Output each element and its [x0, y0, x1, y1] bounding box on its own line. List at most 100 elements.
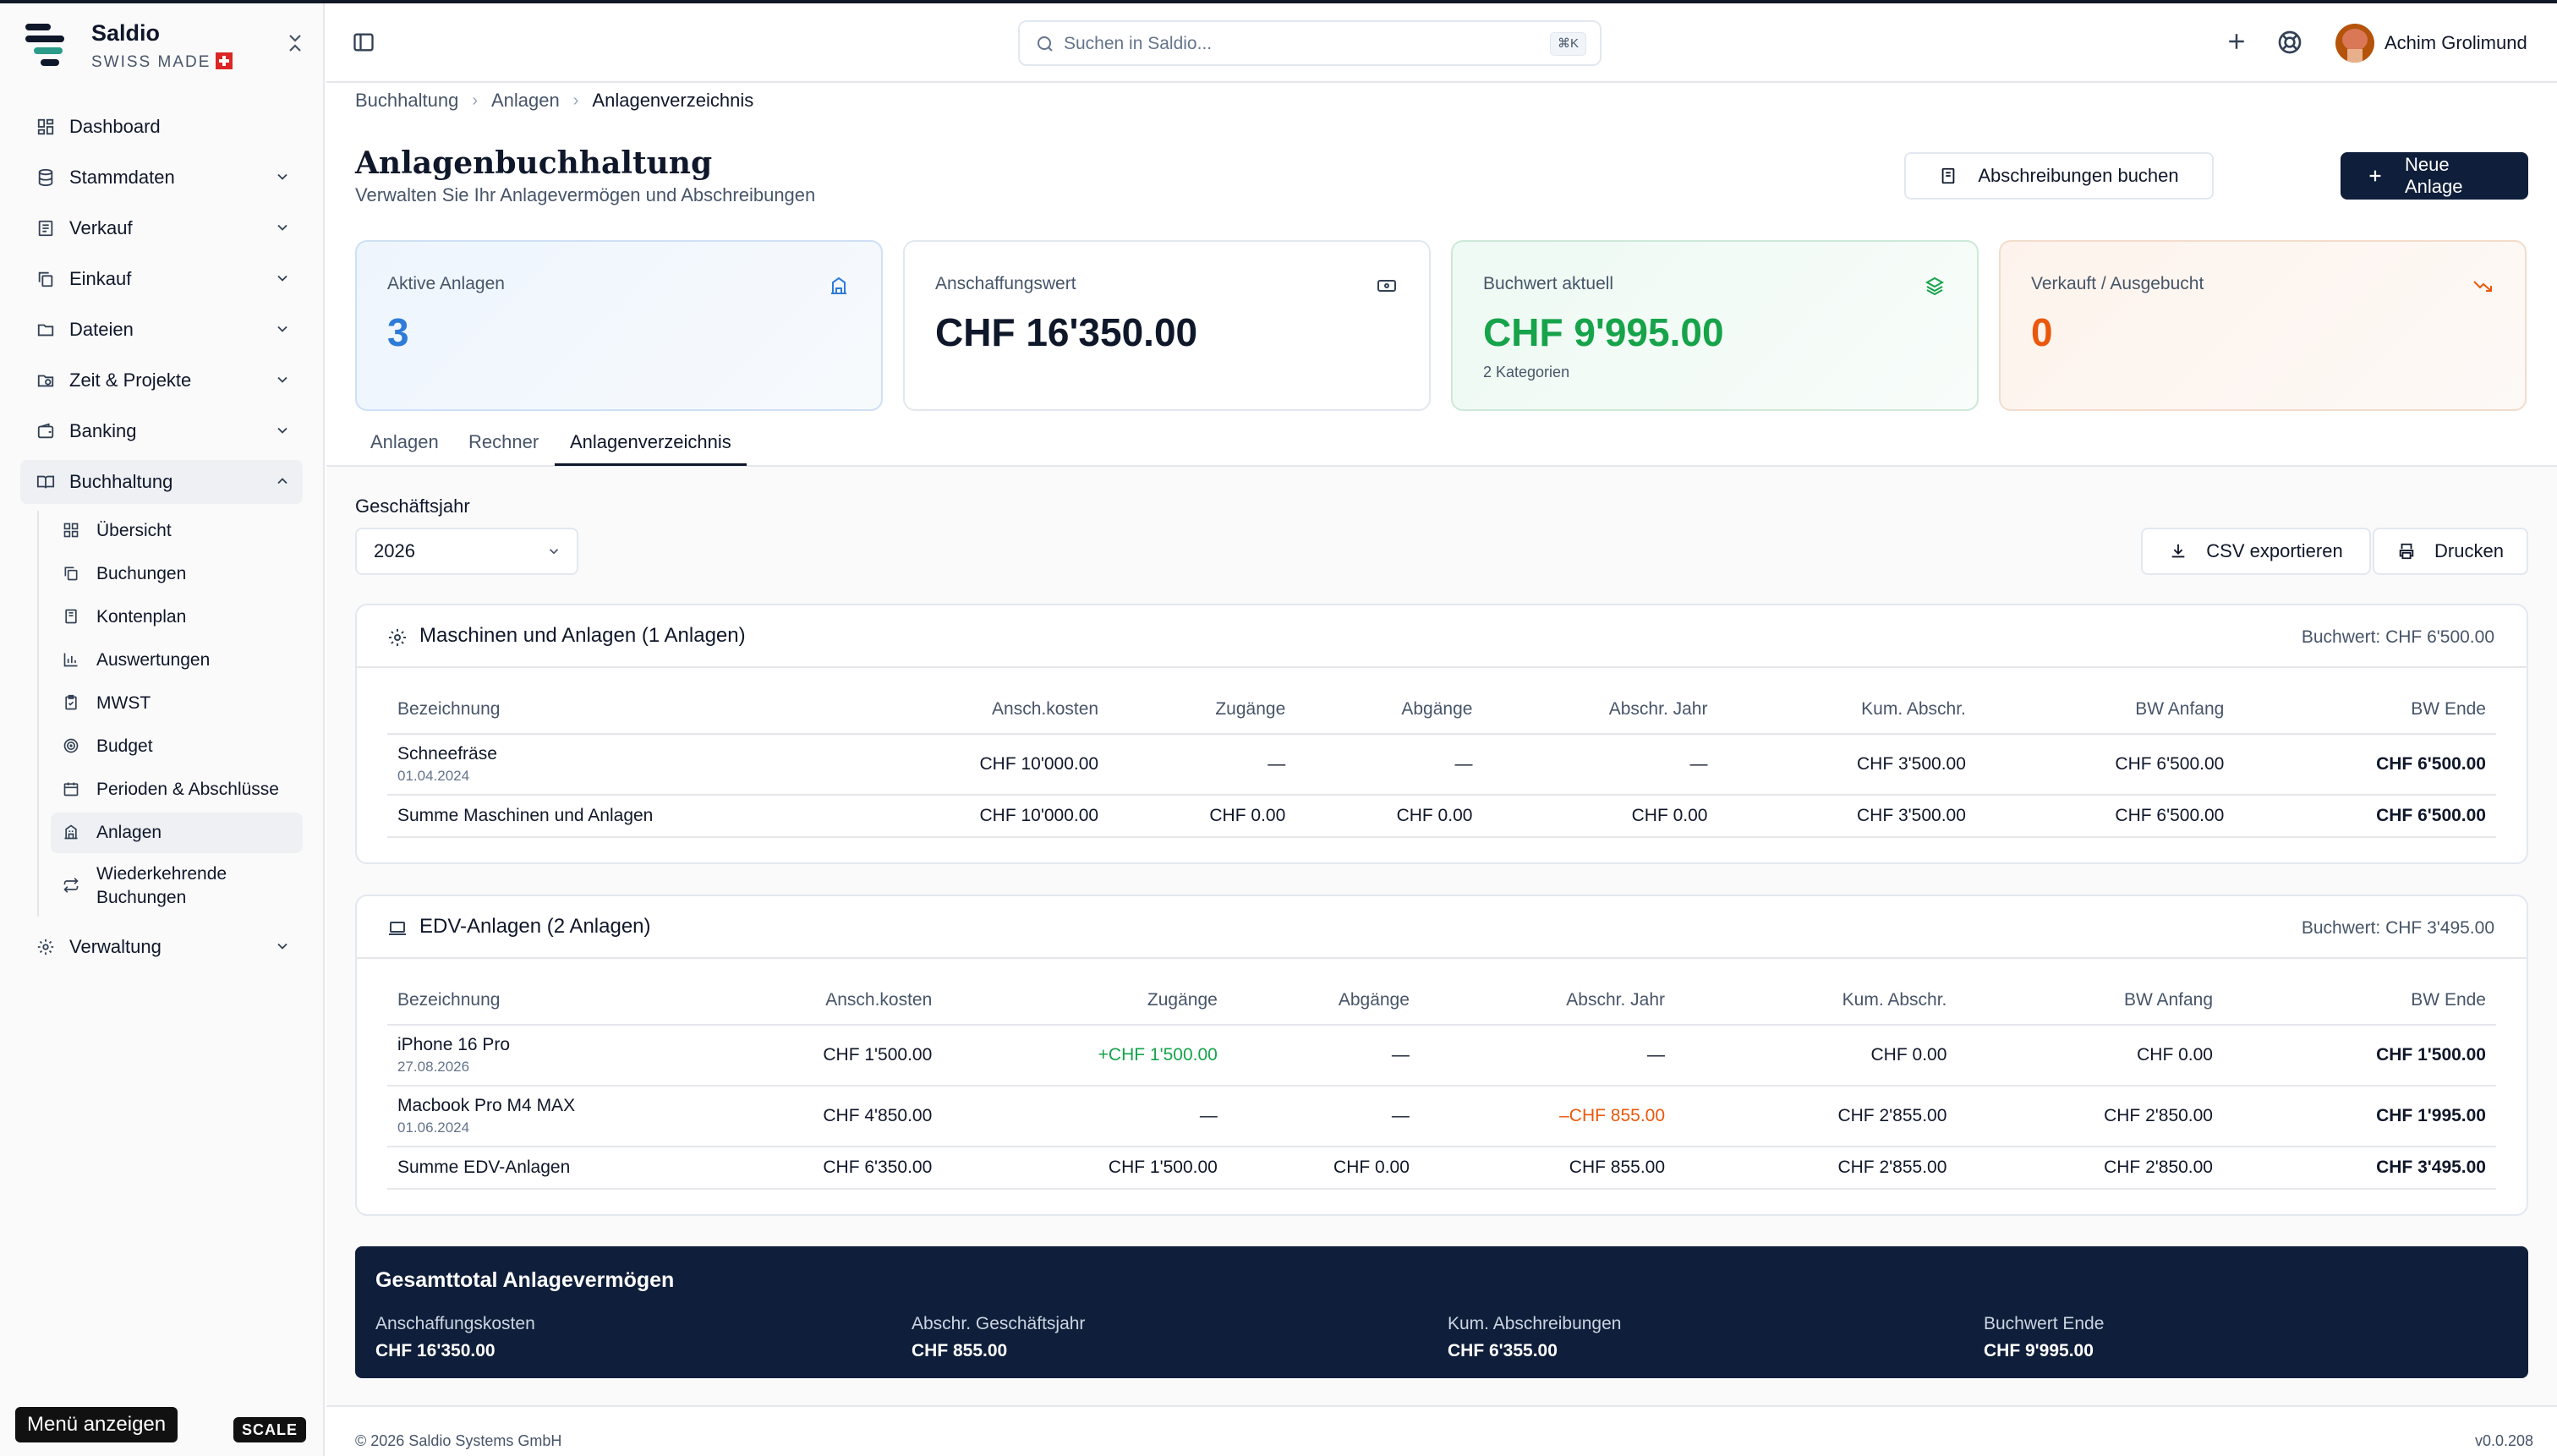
- kpi-label: Buchwert aktuell: [1483, 274, 1614, 293]
- sidebar-subitem-wiederkehrende[interactable]: Wiederkehrende Buchungen: [51, 856, 303, 917]
- column-header[interactable]: Ansch.kosten: [885, 685, 1109, 735]
- user-name[interactable]: Achim Grolimund: [2385, 32, 2527, 53]
- sidebar-subitem-kontenplan[interactable]: Kontenplan: [51, 597, 303, 638]
- calendar-icon: [63, 780, 81, 799]
- cell-depreciation-year: –CHF 855.00: [1419, 1086, 1676, 1147]
- footer: © 2026 Saldio Systems GmbH v0.0.208: [326, 1405, 2557, 1456]
- sidebar-subitem-budget[interactable]: Budget: [51, 726, 303, 767]
- avatar[interactable]: [2335, 24, 2374, 63]
- sidebar-subitem-uebersicht[interactable]: Übersicht: [51, 511, 303, 551]
- sidebar-subitem-perioden[interactable]: Perioden & Abschlüsse: [51, 769, 303, 810]
- asset-date: 01.06.2024: [397, 1119, 470, 1136]
- sidebar-item-zeit-projekte[interactable]: Zeit & Projekte: [20, 359, 303, 402]
- sidebar-item-einkauf[interactable]: Einkauf: [20, 257, 303, 301]
- scale-badge[interactable]: SCALE: [233, 1417, 307, 1442]
- plus-icon[interactable]: [2224, 29, 2249, 54]
- column-header[interactable]: Bezeichnung: [387, 685, 886, 735]
- tab-rechner[interactable]: Rechner: [468, 431, 539, 452]
- book-depreciation-button[interactable]: Abschreibungen buchen: [1904, 152, 2214, 200]
- column-header[interactable]: Zugänge: [942, 976, 1228, 1026]
- column-header[interactable]: BW Ende: [2234, 685, 2496, 735]
- show-menu-button[interactable]: Menü anzeigen: [15, 1407, 178, 1442]
- breadcrumb-item-anlagen[interactable]: Anlagen: [491, 90, 560, 111]
- brand-name: Saldio: [91, 20, 161, 46]
- search-box[interactable]: ⌘K: [1018, 20, 1602, 66]
- table-row[interactable]: Macbook Pro M4 MAX 01.06.2024 CHF 4'850.0…: [387, 1086, 2496, 1147]
- sidebar-item-buchhaltung[interactable]: Buchhaltung: [20, 460, 303, 504]
- total-value: CHF 855.00: [912, 1341, 1008, 1360]
- table-row[interactable]: iPhone 16 Pro 27.08.2026 CHF 1'500.00 +CH…: [387, 1025, 2496, 1087]
- column-header[interactable]: Abgänge: [1227, 976, 1420, 1026]
- grid-icon: [63, 522, 81, 540]
- sum-cumulative-depreciation: CHF 2'855.00: [1675, 1147, 1957, 1190]
- tab-anlagenverzeichnis[interactable]: Anlagenverzeichnis: [555, 431, 747, 466]
- sidebar-toggle-icon[interactable]: [352, 30, 375, 54]
- sidebar-subitem-label: Wiederkehrende Buchungen: [96, 864, 227, 907]
- plus-icon: [2366, 167, 2385, 185]
- asset-category-card: EDV-Anlagen (2 Anlagen) Buchwert: CHF 3'…: [355, 895, 2528, 1216]
- button-label: Neue Anlage: [2405, 154, 2463, 197]
- button-label: Drucken: [2434, 540, 2504, 561]
- sidebar-item-dateien[interactable]: Dateien: [20, 308, 303, 352]
- column-header[interactable]: Kum. Abschr.: [1675, 976, 1957, 1026]
- category-book-value: Buchwert: CHF 6'500.00: [2301, 627, 2494, 647]
- column-header[interactable]: Abschr. Jahr: [1482, 685, 1718, 735]
- sidebar-item-banking[interactable]: Banking: [20, 409, 303, 453]
- chevron-up-icon: [277, 478, 287, 484]
- breadcrumb-item-buchhaltung[interactable]: Buchhaltung: [355, 90, 459, 111]
- sidebar-subitem-anlagen[interactable]: Anlagen: [51, 813, 303, 853]
- column-header[interactable]: BW Ende: [2223, 976, 2496, 1026]
- table-row[interactable]: Schneefräse 01.04.2024 CHF 10'000.00 — — …: [387, 734, 2496, 796]
- collapse-chevrons-icon[interactable]: [286, 32, 304, 58]
- sum-bw-end: CHF 3'495.00: [2223, 1147, 2496, 1190]
- kpi-label: Aktive Anlagen: [387, 274, 505, 293]
- column-header[interactable]: Ansch.kosten: [721, 976, 943, 1026]
- new-asset-button[interactable]: Neue Anlage: [2341, 152, 2528, 200]
- column-header[interactable]: BW Anfang: [1957, 976, 2223, 1026]
- version: v0.0.208: [2474, 1432, 2533, 1449]
- swiss-flag-icon: [216, 52, 233, 69]
- total-label: Anschaffungskosten: [375, 1314, 535, 1333]
- sum-depreciation-year: CHF 855.00: [1419, 1147, 1676, 1190]
- sidebar-item-dashboard[interactable]: Dashboard: [20, 105, 303, 149]
- column-header[interactable]: Bezeichnung: [387, 976, 722, 1026]
- grand-total-title: Gesamttotal Anlagevermögen: [375, 1268, 675, 1292]
- column-header[interactable]: Kum. Abschr.: [1717, 685, 1976, 735]
- sidebar-subitem-auswertungen[interactable]: Auswertungen: [51, 640, 303, 681]
- column-header[interactable]: Zugänge: [1109, 685, 1296, 735]
- csv-export-button[interactable]: CSV exportieren: [2141, 528, 2371, 575]
- fiscal-year-select[interactable]: 2026: [355, 528, 578, 575]
- sidebar-item-stammdaten[interactable]: Stammdaten: [20, 156, 303, 200]
- column-header[interactable]: Abgänge: [1295, 685, 1483, 735]
- column-header[interactable]: Abschr. Jahr: [1419, 976, 1676, 1026]
- wallet-icon: [36, 421, 56, 441]
- search-shortcut: ⌘K: [1549, 32, 1586, 56]
- sidebar-subitem-buchungen[interactable]: Buchungen: [51, 554, 303, 594]
- sidebar-subitem-mwst[interactable]: MWST: [51, 683, 303, 724]
- search-input[interactable]: [1064, 30, 1503, 57]
- sidebar-item-verwaltung[interactable]: Verwaltung: [20, 925, 303, 969]
- sum-disposals: CHF 0.00: [1227, 1147, 1420, 1190]
- sidebar-item-label: Dashboard: [69, 116, 161, 137]
- book-icon: [36, 472, 56, 492]
- total-label: Kum. Abschreibungen: [1448, 1314, 1622, 1333]
- kpi-value: 0: [2031, 310, 2053, 354]
- kpi-sold: Verkauft / Ausgebucht 0: [1999, 240, 2527, 411]
- dashboard-icon: [36, 117, 56, 137]
- chevron-down-icon: [277, 224, 287, 231]
- sidebar: Saldio SWISS MADE Dashboard Stammdaten V…: [0, 3, 325, 1456]
- cell-depreciation-year: —: [1419, 1025, 1676, 1087]
- total-label: Buchwert Ende: [1984, 1314, 2105, 1333]
- cell-bw-start: CHF 2'850.00: [1957, 1086, 2223, 1147]
- sidebar-item-label: Einkauf: [69, 268, 132, 289]
- column-header[interactable]: BW Anfang: [1975, 685, 2235, 735]
- tab-anlagen[interactable]: Anlagen: [370, 431, 439, 452]
- kpi-active-assets: Aktive Anlagen 3: [355, 240, 883, 411]
- print-button[interactable]: Drucken: [2373, 528, 2528, 575]
- sidebar-subitem-label: Auswertungen: [96, 650, 211, 670]
- sidebar-item-label: Dateien: [69, 319, 134, 340]
- table-header-row: Bezeichnung Ansch.kosten Zugänge Abgänge…: [387, 685, 2496, 735]
- help-lifebuoy-icon[interactable]: [2276, 29, 2303, 56]
- brand[interactable]: Saldio SWISS MADE: [25, 20, 304, 76]
- sidebar-item-verkauf[interactable]: Verkauf: [20, 206, 303, 250]
